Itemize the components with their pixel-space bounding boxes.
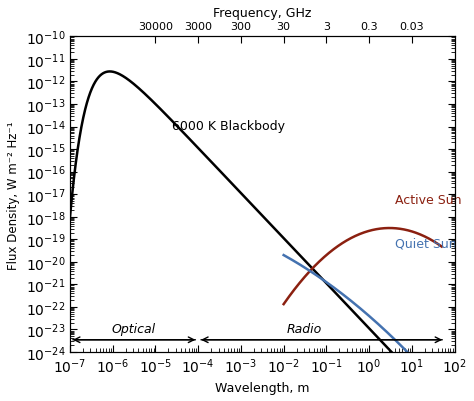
- X-axis label: Frequency, GHz: Frequency, GHz: [213, 7, 311, 20]
- Text: 6000 K Blackbody: 6000 K Blackbody: [173, 119, 285, 132]
- Y-axis label: Flux Density, W m⁻² Hz⁻¹: Flux Density, W m⁻² Hz⁻¹: [7, 121, 20, 269]
- Text: Radio: Radio: [286, 322, 322, 335]
- Text: Active Sun: Active Sun: [395, 194, 461, 207]
- Text: Optical: Optical: [111, 322, 155, 335]
- X-axis label: Wavelength, m: Wavelength, m: [215, 381, 310, 394]
- Text: Quiet Sun: Quiet Sun: [395, 237, 456, 249]
